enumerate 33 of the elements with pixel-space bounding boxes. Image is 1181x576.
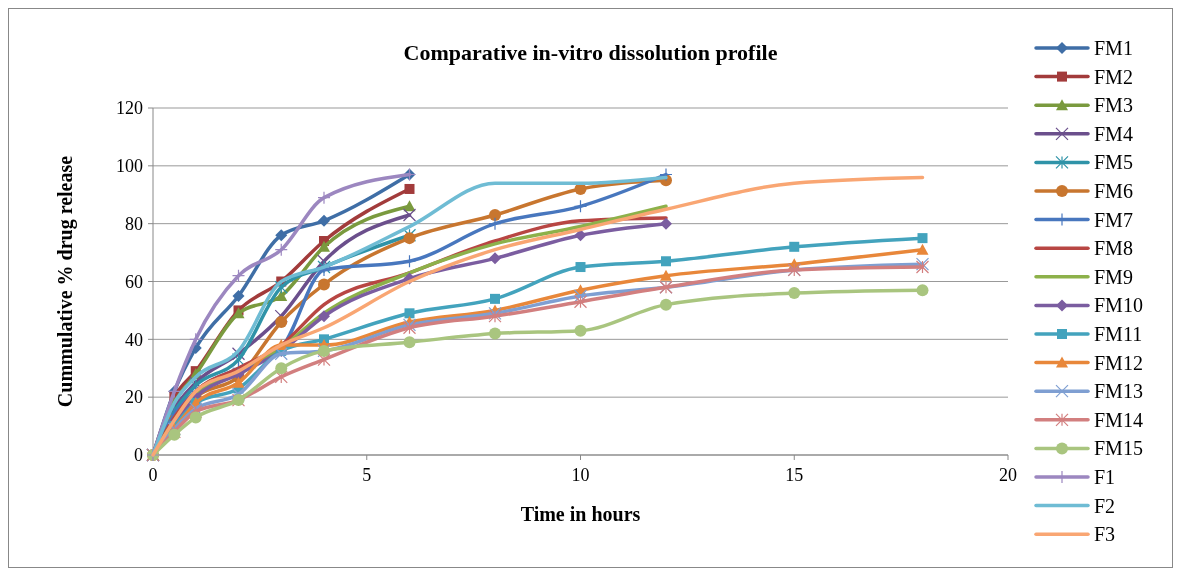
legend-label: F2 xyxy=(1094,494,1116,517)
y-tick-label: 80 xyxy=(125,213,143,234)
legend-label: FM12 xyxy=(1094,351,1143,374)
y-tick-label: 120 xyxy=(116,98,143,119)
x-tick-label: 5 xyxy=(362,465,372,485)
y-tick-label: 40 xyxy=(125,329,143,350)
legend-label: FM11 xyxy=(1094,323,1143,345)
x-axis-title: Time in hours xyxy=(520,503,641,525)
x-tick-label: 0 xyxy=(148,465,158,485)
x-tick-label: 15 xyxy=(785,465,804,485)
y-axis-title: Cummulative % drug release xyxy=(54,155,77,408)
y-tick-label: 100 xyxy=(116,156,143,177)
chart-title: Comparative in-vitro dissolution profile xyxy=(403,40,778,65)
y-tick-label: 0 xyxy=(134,445,143,466)
x-tick-label: 20 xyxy=(999,465,1017,485)
legend-label: FM6 xyxy=(1094,180,1133,202)
legend-label: FM2 xyxy=(1094,65,1133,88)
legend-label: F3 xyxy=(1094,523,1116,546)
x-tick-label: 10 xyxy=(571,465,590,485)
y-tick-label: 60 xyxy=(125,271,143,292)
legend-label: FM14 xyxy=(1094,408,1143,431)
legend-label: FM4 xyxy=(1094,122,1133,145)
legend-label: FM15 xyxy=(1094,437,1143,460)
legend-label: FM3 xyxy=(1094,94,1133,117)
legend-label: FM7 xyxy=(1094,208,1133,231)
legend-label: F1 xyxy=(1094,466,1116,488)
legend-label: FM5 xyxy=(1094,151,1133,174)
legend-label: FM13 xyxy=(1094,380,1143,403)
legend-label: FM10 xyxy=(1094,294,1143,317)
legend-label: FM1 xyxy=(1094,37,1133,59)
legend-label: FM9 xyxy=(1094,265,1133,288)
legend-label: FM8 xyxy=(1094,237,1133,260)
y-tick-label: 20 xyxy=(125,387,143,408)
